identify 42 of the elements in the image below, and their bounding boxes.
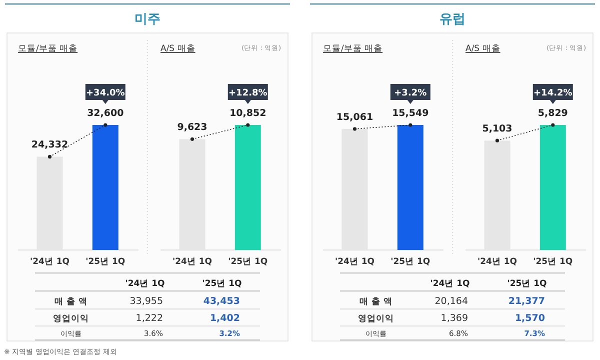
text: 21,377 <box>508 296 545 307</box>
annotation: +34.0% <box>86 88 125 98</box>
category-label: 영업이익 <box>358 314 394 324</box>
annotation: +14.2% <box>534 88 572 98</box>
category-label: 영업이익 <box>53 314 89 324</box>
x-tick-label: '25년 1Q <box>533 257 573 267</box>
data-label: 9,623 <box>177 122 208 134</box>
data-label: 10,852 <box>230 108 266 119</box>
category-label: 매 출 액 <box>360 297 392 307</box>
category-label: 매 출 액 <box>54 297 88 307</box>
x-tick-label: '24년 1Q <box>477 257 518 267</box>
data-label: 32,600 <box>87 108 124 119</box>
annotation: +12.8% <box>228 88 268 98</box>
data-label: 15,549 <box>392 108 429 119</box>
chart-subtitle: 모듈/부품 매출 <box>323 44 383 54</box>
x-tick-label: '25년 1Q <box>228 257 268 267</box>
text: 43,453 <box>203 296 240 307</box>
text: 1,570 <box>514 313 545 324</box>
text: 1,222 <box>136 313 163 324</box>
annotation: +3.2% <box>394 88 427 98</box>
data-label: 5,829 <box>538 108 568 119</box>
x-tick-label: '25년 1Q <box>390 257 430 267</box>
text: 1,369 <box>440 313 468 324</box>
chart-title: 유럽 <box>440 12 466 27</box>
text: 20,164 <box>434 296 468 307</box>
x-tick-label: '24년 1Q <box>334 257 375 267</box>
chart-title: 미주 <box>134 12 160 27</box>
chart-subtitle: A/S 매출 <box>160 44 196 54</box>
category-label: '24년 1Q <box>430 279 470 289</box>
text: 33,955 <box>130 296 163 307</box>
chart-subtitle: A/S 매출 <box>466 44 500 54</box>
x-tick-label: '24년 1Q <box>30 257 70 267</box>
text: 1,402 <box>210 313 240 324</box>
x-tick-label: '25년 1Q <box>86 257 126 267</box>
chart-subtitle: 모듈/부품 매출 <box>18 44 78 54</box>
x-tick-label: '24년 1Q <box>172 257 212 267</box>
data-label: 24,332 <box>31 140 68 151</box>
category-label: '25년 1Q <box>507 279 547 289</box>
data-label: 15,061 <box>336 112 374 123</box>
category-label: '24년 1Q <box>125 279 165 289</box>
data-label: 5,103 <box>482 124 512 135</box>
category-label: '25년 1Q <box>202 279 242 289</box>
